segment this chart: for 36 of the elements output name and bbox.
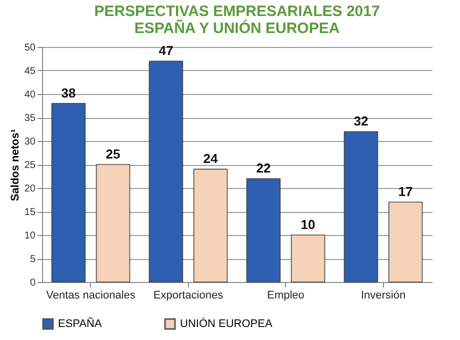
bar: [344, 131, 378, 282]
x-tick-label: Exportaciones: [153, 290, 224, 302]
x-tick-label: Empleo: [267, 290, 304, 302]
chart-title: PERSPECTIVAS EMPRESARIALES 2017: [94, 3, 380, 20]
data-label: 17: [398, 184, 413, 200]
data-label: 24: [203, 151, 219, 166]
bar: [51, 103, 86, 282]
legend-label: UNIÓN EUROPEA: [180, 317, 273, 330]
bar: [193, 168, 228, 282]
data-label: 25: [106, 146, 120, 162]
bar: [246, 178, 281, 282]
y-axis-title: Saldos netos¹: [9, 128, 22, 202]
y-tick-label: 40: [24, 90, 36, 100]
data-label: 47: [158, 43, 174, 58]
data-label: 10: [300, 217, 316, 232]
y-tick-label: 20: [24, 184, 36, 194]
y-tick-label: 0: [30, 278, 36, 288]
y-tick-label: 35: [24, 113, 36, 124]
y-tick-label: 5: [30, 254, 36, 265]
bar: [148, 60, 184, 282]
y-tick-label: 45: [24, 66, 36, 77]
x-tick-label: Inversión: [360, 290, 406, 302]
x-tick-label: Ventas nacionales: [46, 290, 136, 302]
y-tick-label: 30: [24, 136, 36, 148]
y-tick-label: 25: [24, 160, 36, 171]
legend-label: ESPAÑA: [58, 317, 102, 330]
chart-subtitle: ESPAÑA Y UNIÓN EUROPEA: [134, 19, 340, 37]
y-tick-label: 50: [24, 42, 36, 54]
data-label: 22: [256, 160, 271, 176]
data-label: 38: [61, 85, 76, 100]
bar: [290, 234, 326, 282]
bar: [388, 202, 423, 282]
data-label: 32: [354, 114, 368, 129]
y-tick-label: 10: [24, 230, 36, 242]
y-tick-label: 15: [24, 207, 36, 218]
bar: [96, 164, 130, 282]
